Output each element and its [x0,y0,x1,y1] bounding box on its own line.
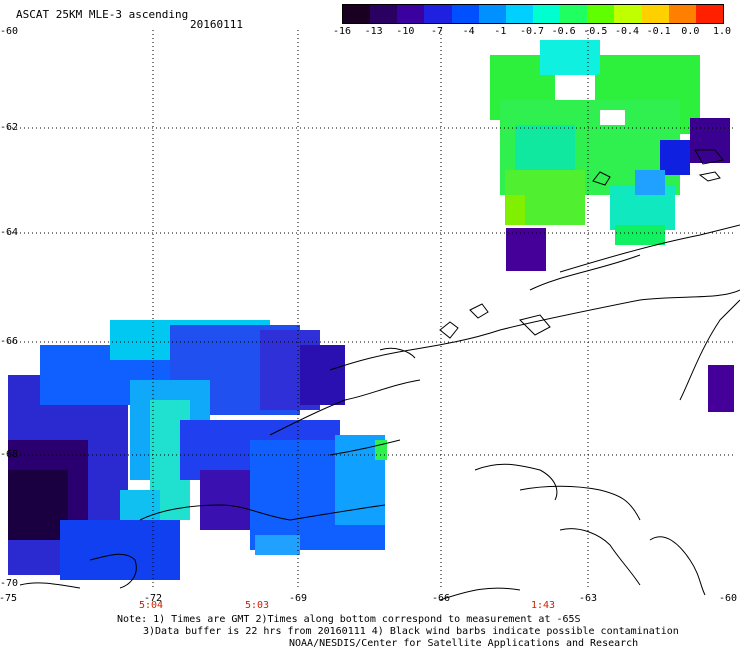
coastlines [19,149,740,601]
colorbar-strip [343,5,723,23]
colorbar-swatch [505,5,533,23]
colorbar-swatch [560,5,588,23]
colorbar-label: -0.6 [551,26,576,37]
colorbar-label: -4 [462,26,475,37]
lat-label-70: -70 [0,578,19,589]
time-label-1: 5:04 [138,600,164,611]
colorbar-label: -0.1 [646,26,671,37]
map-title: ASCAT 25KM MLE-3 ascending [16,8,189,21]
colorbar-swatch [641,5,669,23]
colorbar-swatch [397,5,425,23]
time-label-3: 1:43 [530,600,556,611]
colorbar-swatch [451,5,479,23]
swath-dark-block-west [506,228,546,271]
colorbar-swatch [695,5,723,23]
lat-label-68: -68 [0,449,19,460]
colorbar-label: 0.0 [681,26,700,37]
colorbar-swatch [614,5,642,23]
colorbar-swatch [370,5,398,23]
lat-label-64: -64 [0,227,19,238]
colorbar-label: -0.7 [519,26,545,37]
lat-label-60: -60 [0,26,19,37]
colorbar-swatch [587,5,615,23]
colorbar-label: -13 [364,26,383,37]
map-date: 20160111 [190,18,243,31]
colorbar-swatch [424,5,452,23]
colorbar-swatch [668,5,696,23]
lon-label-75: -75 [0,593,18,604]
lat-label-66: -66 [0,336,19,347]
lon-label-66: -66 [431,593,451,604]
lon-label-72: -72 [143,593,163,604]
colorbar [342,4,724,24]
colorbar-label: -10 [396,26,415,37]
graticule [8,30,735,590]
colorbar-swatch [478,5,506,23]
colorbar-label: -0.5 [583,26,608,37]
colorbar-label: -7 [430,26,444,37]
time-label-2: 5:03 [244,600,270,611]
note-line-2: 3)Data buffer is 22 hrs from 20160111 4)… [143,626,679,637]
lon-label-69: -69 [288,593,308,604]
note-line-3: NOAA/NESDIS/Center for Satellite Applica… [289,638,639,649]
lon-label-60: -60 [718,593,738,604]
lon-label-63: -63 [578,593,598,604]
lat-label-62: -62 [0,122,19,133]
swath-south-west [8,320,387,580]
colorbar-swatch [343,5,371,23]
swath-north-east [490,40,730,245]
colorbar-swatch [532,5,561,23]
swath-dark-block-east [708,365,734,412]
colorbar-label: 1.0 [712,26,732,37]
colorbar-label: -16 [332,26,352,37]
colorbar-label: -1 [494,26,507,37]
note-line-1: Note: 1) Times are GMT 2)Times along bot… [117,614,581,625]
colorbar-label: -0.4 [614,26,640,37]
